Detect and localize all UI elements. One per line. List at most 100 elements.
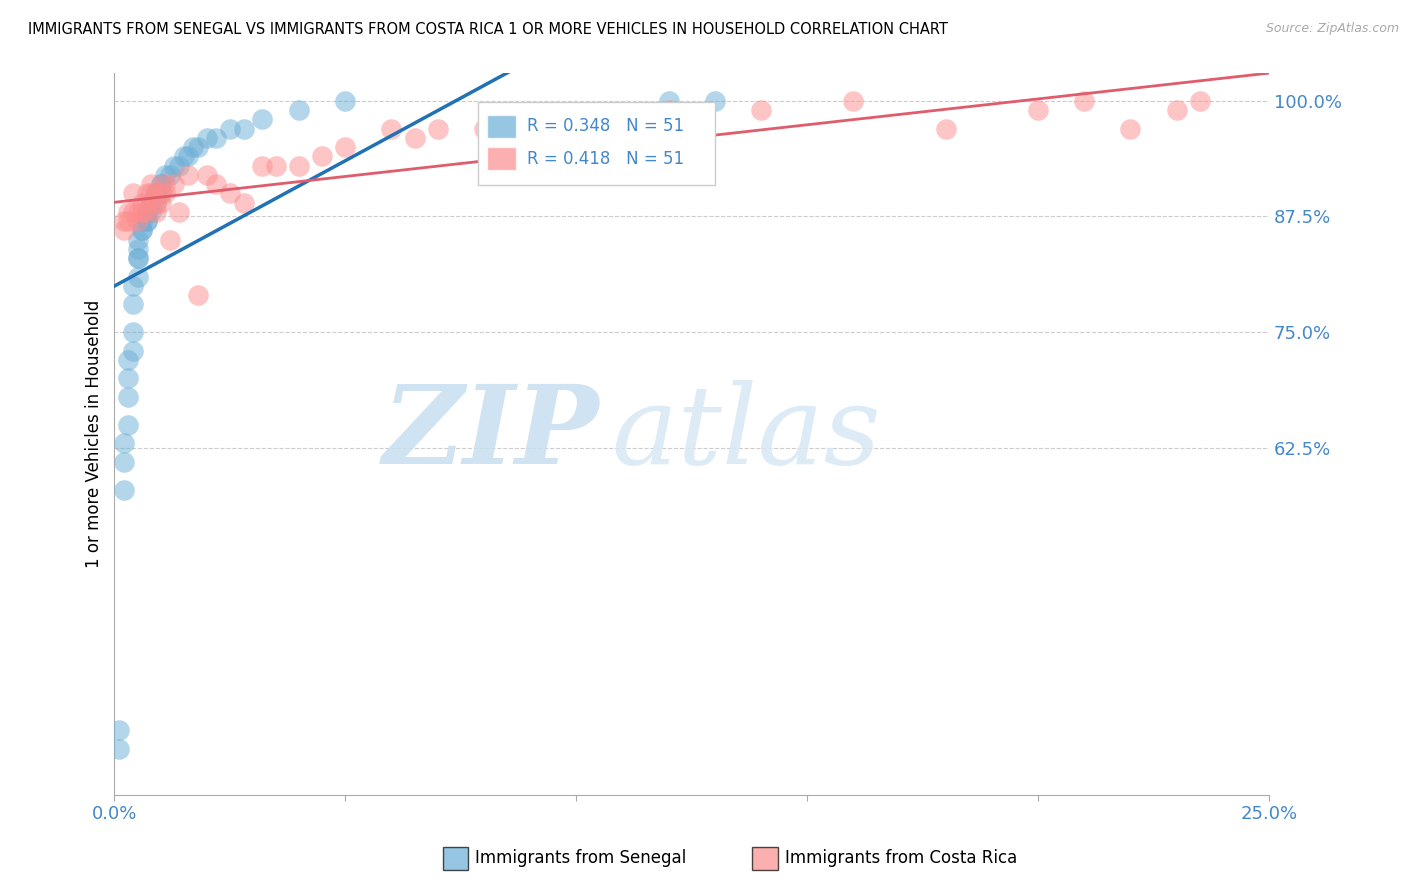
Point bbox=[117, 417, 139, 432]
Point bbox=[131, 223, 153, 237]
Point bbox=[218, 121, 240, 136]
Point bbox=[145, 195, 167, 210]
Point bbox=[163, 159, 186, 173]
Point bbox=[149, 186, 172, 201]
Point bbox=[426, 121, 449, 136]
Point bbox=[935, 121, 957, 136]
Text: atlas: atlas bbox=[610, 380, 880, 488]
Point bbox=[149, 177, 172, 191]
Point bbox=[108, 723, 131, 738]
Point bbox=[131, 204, 153, 219]
Text: Immigrants from Costa Rica: Immigrants from Costa Rica bbox=[785, 849, 1017, 867]
Point bbox=[145, 186, 167, 201]
Point bbox=[117, 204, 139, 219]
Text: ZIP: ZIP bbox=[382, 380, 599, 488]
Point bbox=[131, 214, 153, 228]
Point bbox=[122, 297, 145, 311]
Text: Immigrants from Senegal: Immigrants from Senegal bbox=[475, 849, 686, 867]
Point bbox=[117, 371, 139, 385]
Text: R = 0.348   N = 51: R = 0.348 N = 51 bbox=[527, 118, 683, 136]
Point bbox=[149, 177, 172, 191]
Point bbox=[232, 195, 254, 210]
Point bbox=[135, 195, 157, 210]
Point bbox=[519, 121, 541, 136]
Point bbox=[218, 186, 240, 201]
Text: Source: ZipAtlas.com: Source: ZipAtlas.com bbox=[1265, 22, 1399, 36]
Point bbox=[135, 214, 157, 228]
Point bbox=[232, 121, 254, 136]
Point bbox=[186, 288, 208, 302]
Point bbox=[181, 140, 204, 154]
Point bbox=[155, 186, 177, 201]
Point bbox=[186, 140, 208, 154]
Point bbox=[703, 94, 725, 108]
Point bbox=[335, 94, 357, 108]
Point bbox=[135, 204, 157, 219]
FancyBboxPatch shape bbox=[488, 147, 516, 170]
Point bbox=[141, 195, 163, 210]
Point bbox=[288, 103, 311, 117]
Point bbox=[135, 214, 157, 228]
Point bbox=[288, 159, 311, 173]
Point bbox=[117, 353, 139, 368]
Point bbox=[127, 242, 149, 256]
Point bbox=[141, 195, 163, 210]
Point bbox=[122, 186, 145, 201]
Point bbox=[112, 436, 135, 450]
Point bbox=[195, 130, 218, 145]
Point bbox=[135, 186, 157, 201]
Point bbox=[842, 94, 865, 108]
Point bbox=[127, 214, 149, 228]
Point bbox=[122, 343, 145, 358]
Point bbox=[112, 483, 135, 497]
Point bbox=[167, 159, 190, 173]
Point bbox=[135, 204, 157, 219]
Point bbox=[117, 214, 139, 228]
Point bbox=[205, 177, 228, 191]
Point bbox=[127, 233, 149, 247]
Point bbox=[122, 325, 145, 339]
Text: R = 0.418   N = 51: R = 0.418 N = 51 bbox=[527, 150, 683, 168]
FancyBboxPatch shape bbox=[488, 115, 516, 138]
Point bbox=[404, 130, 426, 145]
Point bbox=[658, 94, 681, 108]
Y-axis label: 1 or more Vehicles in Household: 1 or more Vehicles in Household bbox=[86, 300, 103, 568]
Point bbox=[749, 103, 772, 117]
Point bbox=[117, 390, 139, 404]
Point bbox=[565, 112, 588, 127]
Point bbox=[159, 168, 181, 182]
Point bbox=[205, 130, 228, 145]
Point bbox=[195, 168, 218, 182]
Point bbox=[108, 741, 131, 756]
Point bbox=[122, 279, 145, 293]
Point bbox=[145, 204, 167, 219]
Point bbox=[127, 251, 149, 265]
Point bbox=[250, 159, 273, 173]
Point bbox=[141, 204, 163, 219]
Point bbox=[177, 168, 200, 182]
Point bbox=[173, 149, 195, 163]
Point bbox=[167, 204, 190, 219]
Point bbox=[149, 195, 172, 210]
Point bbox=[380, 121, 402, 136]
Point bbox=[141, 177, 163, 191]
Point bbox=[127, 269, 149, 284]
Point bbox=[1188, 94, 1211, 108]
Point bbox=[658, 103, 681, 117]
Point bbox=[145, 186, 167, 201]
Point bbox=[149, 186, 172, 201]
Point bbox=[155, 168, 177, 182]
Point bbox=[472, 121, 495, 136]
Point bbox=[163, 177, 186, 191]
Point bbox=[122, 204, 145, 219]
Point bbox=[177, 149, 200, 163]
Point bbox=[127, 251, 149, 265]
Point bbox=[131, 195, 153, 210]
Point bbox=[145, 186, 167, 201]
Point bbox=[250, 112, 273, 127]
Point bbox=[159, 233, 181, 247]
Point bbox=[112, 223, 135, 237]
Point bbox=[155, 177, 177, 191]
Point bbox=[1073, 94, 1095, 108]
Point bbox=[1026, 103, 1049, 117]
